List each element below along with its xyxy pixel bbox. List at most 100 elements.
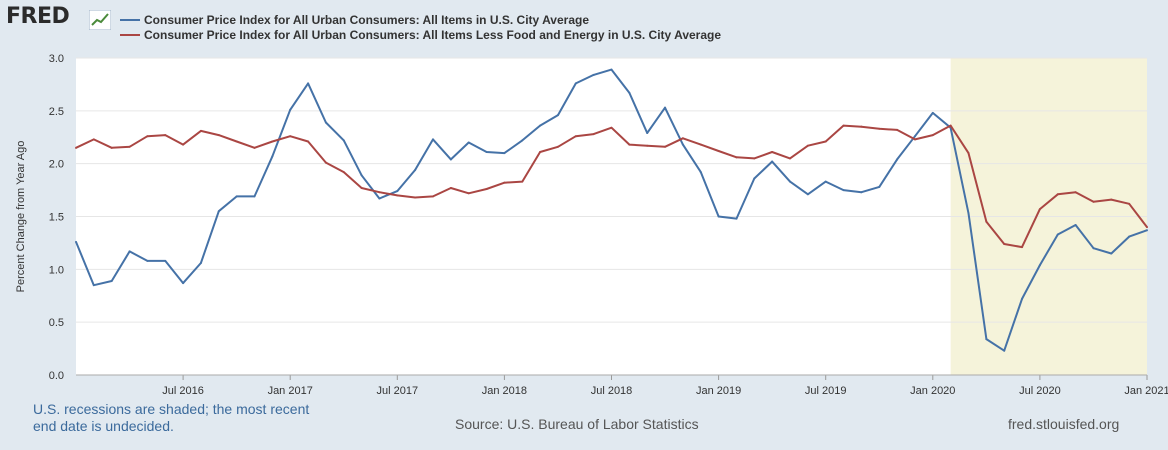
data-point-cpi-core	[1146, 226, 1148, 229]
y-tick-label: 2.5	[49, 106, 64, 118]
data-point-cpi-all	[75, 240, 77, 243]
data-point-cpi-all	[378, 197, 381, 200]
x-tick-label: Jul 2019	[805, 385, 847, 397]
data-point-cpi-core	[610, 126, 613, 129]
data-point-cpi-core	[896, 128, 899, 131]
site-link[interactable]: fred.stlouisfed.org	[1008, 416, 1120, 432]
data-point-cpi-core	[146, 135, 149, 138]
data-point-cpi-core	[539, 151, 542, 154]
data-point-cpi-core	[985, 220, 988, 223]
data-point-cpi-all	[110, 279, 113, 282]
data-point-cpi-all	[556, 114, 559, 117]
data-point-cpi-core	[806, 144, 809, 147]
legend-swatch-red	[120, 33, 140, 36]
data-point-cpi-core	[289, 135, 292, 138]
data-point-cpi-all	[664, 106, 667, 109]
x-tick-label: Jul 2016	[162, 385, 204, 397]
x-tick-label: Jan 2017	[268, 385, 313, 397]
data-point-cpi-all	[271, 155, 274, 158]
data-point-cpi-all	[199, 261, 202, 264]
data-point-cpi-all	[539, 124, 542, 127]
data-point-cpi-all	[92, 284, 95, 287]
data-point-cpi-all	[414, 169, 417, 172]
data-point-cpi-all	[699, 171, 702, 174]
chart-legend: Consumer Price Index for All Urban Consu…	[120, 12, 721, 42]
y-tick-label: 2.0	[49, 159, 64, 171]
data-point-cpi-all	[1003, 349, 1006, 352]
data-point-cpi-core	[467, 192, 470, 195]
data-point-cpi-core	[878, 127, 881, 130]
data-point-cpi-core	[717, 149, 720, 152]
recession-note-line2: end date is undecided.	[33, 418, 174, 434]
data-point-cpi-all	[1110, 252, 1113, 255]
data-point-cpi-all	[1056, 233, 1059, 236]
data-point-cpi-core	[235, 140, 238, 143]
data-point-cpi-core	[485, 188, 488, 191]
data-point-cpi-all	[967, 212, 970, 215]
y-tick-label: 1.5	[49, 212, 64, 224]
data-point-cpi-core	[592, 133, 595, 136]
data-point-cpi-core	[1128, 202, 1131, 205]
data-point-cpi-core	[503, 181, 506, 184]
data-point-cpi-core	[110, 146, 113, 149]
data-point-cpi-core	[1074, 191, 1077, 194]
data-point-cpi-all	[521, 139, 524, 142]
data-point-cpi-all	[503, 152, 506, 155]
data-point-cpi-all	[753, 177, 756, 180]
data-point-cpi-core	[307, 140, 310, 143]
data-point-cpi-core	[771, 151, 774, 154]
data-point-cpi-all	[878, 185, 881, 188]
data-point-cpi-all	[146, 259, 149, 262]
data-point-cpi-all	[396, 190, 399, 193]
x-tick-label: Jul 2017	[377, 385, 419, 397]
source-note: Source: U.S. Bureau of Labor Statistics	[455, 416, 699, 432]
data-point-cpi-all	[307, 82, 310, 85]
data-point-cpi-core	[217, 134, 220, 137]
y-tick-label: 0.5	[49, 317, 64, 329]
legend-swatch-blue	[120, 18, 140, 21]
data-point-cpi-core	[378, 191, 381, 194]
data-point-cpi-core	[342, 171, 345, 174]
data-point-cpi-core	[271, 140, 274, 143]
data-point-cpi-all	[735, 217, 738, 220]
y-tick-label: 3.0	[49, 53, 64, 65]
y-axis-label: Percent Change from Year Ago	[15, 141, 27, 293]
x-tick-label: Jul 2018	[591, 385, 633, 397]
data-point-cpi-all	[860, 191, 863, 194]
data-point-cpi-all	[789, 180, 791, 183]
data-point-cpi-core	[628, 143, 631, 146]
data-point-cpi-core	[324, 161, 327, 164]
recession-note: U.S. recessions are shaded; the most rec…	[33, 401, 309, 435]
data-point-cpi-all	[771, 160, 774, 163]
data-point-cpi-all	[253, 195, 256, 198]
data-point-cpi-all	[592, 73, 595, 76]
data-point-cpi-core	[664, 145, 667, 148]
data-point-cpi-all	[342, 139, 345, 142]
data-point-cpi-core	[1038, 208, 1041, 211]
data-point-cpi-core	[913, 138, 916, 141]
data-point-cpi-core	[164, 134, 167, 137]
data-point-cpi-all	[913, 135, 916, 138]
data-point-cpi-all	[1074, 223, 1077, 226]
data-point-cpi-core	[967, 152, 970, 155]
data-point-cpi-core	[396, 194, 399, 197]
data-point-cpi-core	[253, 146, 256, 149]
data-point-cpi-core	[1003, 242, 1006, 245]
data-point-cpi-core	[1021, 246, 1024, 249]
data-point-cpi-all	[824, 180, 827, 183]
data-point-cpi-core	[521, 180, 524, 183]
fred-logo[interactable]: FRED	[6, 4, 70, 29]
data-point-cpi-all	[360, 174, 363, 177]
legend-item-cpi-all[interactable]: Consumer Price Index for All Urban Consu…	[120, 12, 721, 27]
legend-item-cpi-core[interactable]: Consumer Price Index for All Urban Consu…	[120, 27, 721, 42]
data-point-cpi-core	[949, 124, 952, 127]
data-point-cpi-core	[699, 143, 702, 146]
data-point-cpi-core	[842, 124, 845, 127]
data-point-cpi-core	[574, 135, 577, 138]
data-point-cpi-core	[681, 137, 684, 140]
data-point-cpi-core	[1110, 198, 1113, 201]
data-point-cpi-all	[432, 138, 434, 141]
data-point-cpi-all	[485, 151, 488, 154]
recession-note-line1: U.S. recessions are shaded; the most rec…	[33, 401, 310, 417]
